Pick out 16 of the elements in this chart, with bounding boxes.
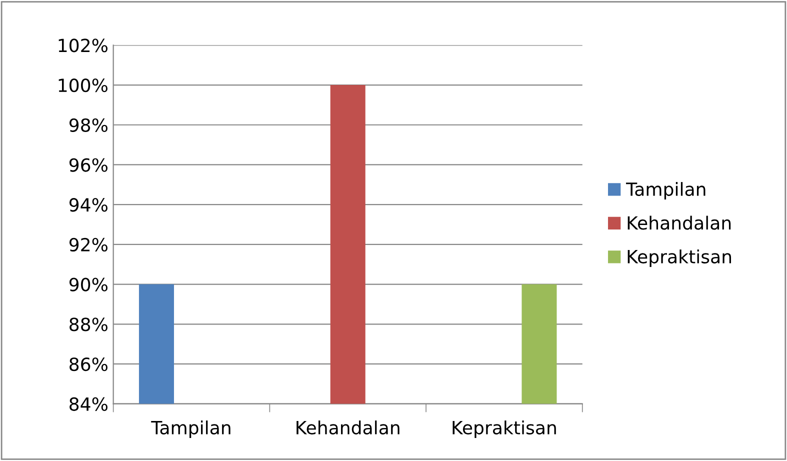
- y-tick-label: 84%: [70, 397, 108, 411]
- y-tick-label: 92%: [69, 238, 108, 252]
- x-tick-label: Tampilan: [151, 420, 230, 438]
- legend-label: Kepraktisan: [628, 249, 731, 267]
- y-tick-label: 102%: [58, 38, 108, 52]
- legend-label: Tampilan: [626, 182, 706, 200]
- x-tick-label: Kepraktisan: [452, 420, 556, 438]
- y-tick-label: 86%: [70, 357, 108, 372]
- x-tick-label: Kehandalan: [296, 420, 400, 434]
- legend-label: Kehandalan: [628, 216, 731, 230]
- y-tick-label: 100%: [58, 78, 108, 92]
- y-tick-label: 94%: [69, 198, 108, 212]
- y-tick-label: 90%: [69, 278, 108, 292]
- y-tick-label: 96%: [69, 158, 108, 172]
- y-tick-label: 88%: [70, 318, 108, 332]
- y-tick-label: 98%: [69, 118, 108, 132]
